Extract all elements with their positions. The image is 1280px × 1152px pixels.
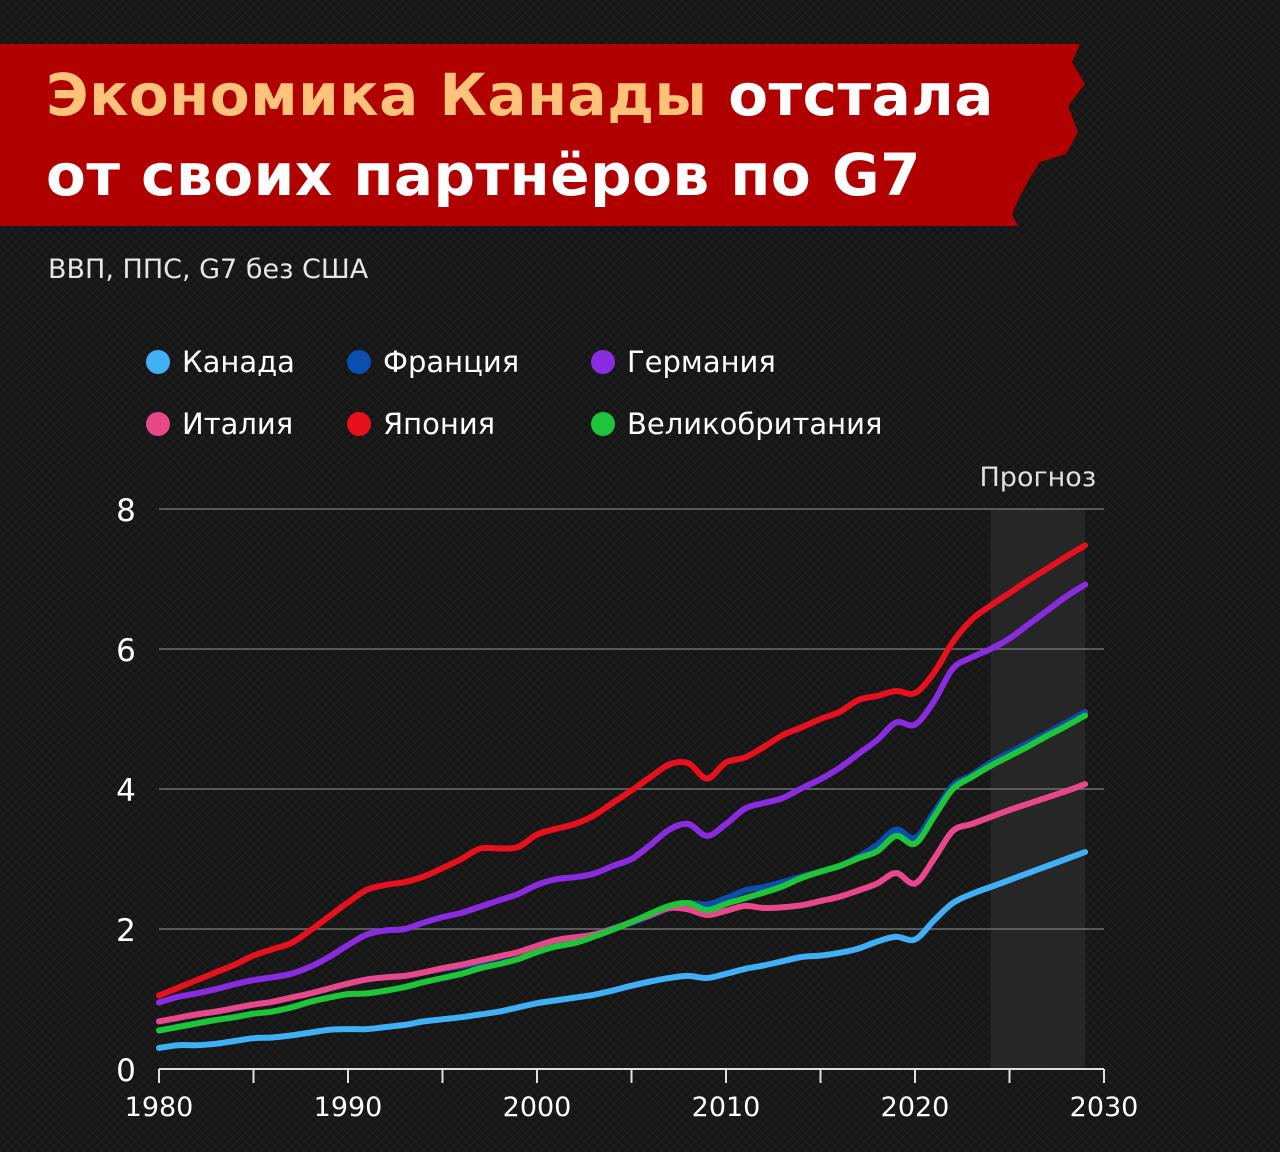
series-line-1 xyxy=(156,709,1089,1025)
legend-item-france: Франция xyxy=(347,345,519,379)
legend-label-italy: Италия xyxy=(182,407,294,441)
title-line-2: от своих партнёров по G7 xyxy=(46,141,921,209)
legend-dot-canada xyxy=(146,350,170,374)
title-rest: отстала xyxy=(728,61,994,129)
series-line-4 xyxy=(156,542,1089,999)
series-line-0 xyxy=(156,849,1089,1051)
legend-item-germany: Германия xyxy=(591,345,776,379)
tick-labels: 0 2 4 6 8 1980 1990 2000 2010 2020 2030 xyxy=(116,493,1138,1123)
y-tick-label-8: 8 xyxy=(116,493,136,529)
legend-dot-uk xyxy=(591,412,615,436)
legend-dot-france xyxy=(347,350,371,374)
title-line-1: Экономика Канады отстала xyxy=(46,66,994,124)
chart-subtitle: ВВП, ППС, G7 без США xyxy=(48,254,369,285)
legend-dot-japan xyxy=(347,412,371,436)
legend-label-germany: Германия xyxy=(627,345,776,379)
title-accent: Экономика Канады xyxy=(46,61,708,129)
x-tick-label-2010: 2010 xyxy=(692,1092,761,1123)
legend-dot-italy xyxy=(146,412,170,436)
legend-dot-germany xyxy=(591,350,615,374)
legend-item-canada: Канада xyxy=(146,345,295,379)
legend-label-uk: Великобритания xyxy=(627,407,883,441)
legend-label-japan: Япония xyxy=(383,407,496,441)
series-line-2 xyxy=(156,581,1089,1006)
x-tick-label-2000: 2000 xyxy=(503,1092,572,1123)
title-banner xyxy=(0,44,1085,226)
y-tick-label-2: 2 xyxy=(116,913,136,949)
y-tick-label-6: 6 xyxy=(116,633,136,669)
series-line-5 xyxy=(156,712,1089,1034)
y-tick-label-4: 4 xyxy=(116,773,136,809)
legend-label-canada: Канада xyxy=(182,345,295,379)
grid-lines xyxy=(159,508,1104,930)
x-tick-label-2020: 2020 xyxy=(881,1092,950,1123)
forecast-label: Прогноз xyxy=(980,462,1097,493)
legend-label-france: Франция xyxy=(383,345,520,379)
x-axis xyxy=(158,1068,1105,1083)
legend-item-italy: Италия xyxy=(146,407,293,441)
y-tick-label-0: 0 xyxy=(116,1053,136,1089)
x-tick-label-1980: 1980 xyxy=(125,1092,194,1123)
legend-item-uk: Великобритания xyxy=(591,407,882,441)
legend-item-japan: Япония xyxy=(347,407,495,441)
series-lines xyxy=(156,542,1089,1051)
x-tick-label-1990: 1990 xyxy=(314,1092,383,1123)
x-tick-label-2030: 2030 xyxy=(1070,1092,1139,1123)
